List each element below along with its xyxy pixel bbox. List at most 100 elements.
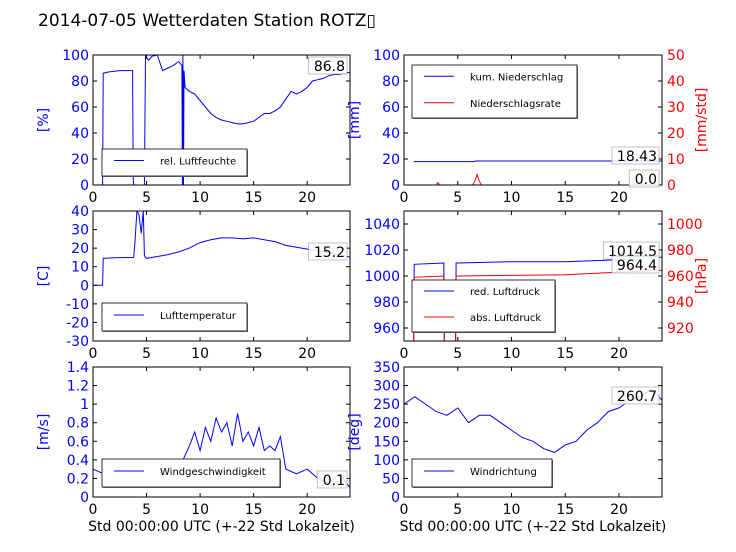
x-axis-label: Std 00:00:00 UTC (+-22 Std Lokalzeit) — [88, 519, 355, 535]
y-tick-label: 300 — [373, 379, 400, 395]
x-tick-label: 0 — [400, 346, 409, 362]
x-tick-label: 10 — [191, 346, 209, 362]
y-tick-label: 150 — [373, 434, 400, 450]
y-tick-right-label: 10 — [667, 152, 685, 168]
x-tick-label: 20 — [298, 346, 316, 362]
chart-precipitation: 0 5 10 15 20 0 20 40 60 80 100 0 10 20 30 40 50 [mm] [mm/s… — [347, 48, 710, 206]
readout-box — [628, 169, 660, 188]
x-tick-label: 5 — [142, 346, 151, 362]
y-tick-label: 30 — [71, 223, 89, 239]
chart-wind-speed: 0 5 10 15 2000.20.40.60.811.21.4[m/s]Windges… — [36, 360, 355, 535]
y-axis-label: [mm] — [347, 101, 363, 139]
y-tick-label: 80 — [382, 74, 400, 90]
y-tick-label: -20 — [66, 315, 89, 331]
readout-box — [316, 470, 348, 489]
legend-label: kum. Niederschlag — [470, 72, 563, 83]
y-axis-label: [m/s] — [36, 414, 52, 451]
y-tick-label: 960 — [373, 321, 400, 337]
x-tick-label: 15 — [556, 190, 574, 206]
plot-frame — [92, 54, 351, 186]
y-tick-label: 0.8 — [67, 416, 89, 432]
legend: red. Luftdruck abs. Luftdruck — [411, 279, 556, 333]
y-tick-label: 100 — [373, 48, 400, 64]
y-tick-label: 0.2 — [67, 471, 89, 487]
x-tick-label: 0 — [400, 190, 409, 206]
legend-label: rel. Luftfeuchte — [160, 157, 236, 168]
x-tick-label: 5 — [142, 502, 151, 518]
series-line-0 — [413, 160, 662, 163]
x-tick-label: 20 — [610, 190, 628, 206]
y-tick-label: 1 — [80, 397, 89, 413]
x-tick-label: 10 — [191, 502, 209, 518]
x-tick-label: 20 — [298, 190, 316, 206]
chart-pressure: 0 5 10 15 20 960 980 1000 1020 1040 920 940 960 980 10… — [364, 210, 710, 362]
y-tick-label: -10 — [66, 297, 89, 313]
x-tick-label: 0 — [400, 502, 409, 518]
legend-label: Windgeschwindigkeit — [160, 467, 266, 478]
y-axis-right-label: [mm/std] — [694, 88, 710, 153]
x-tick-label: 20 — [610, 346, 628, 362]
readout-value: 18.43 — [617, 149, 657, 165]
plot-frame — [92, 210, 351, 342]
x-tick-label: 10 — [503, 346, 521, 362]
y-tick-label: 0 — [80, 490, 89, 506]
x-tick-label: 0 — [89, 190, 98, 206]
legend: Windgeschwindigkeit — [101, 458, 281, 488]
legend: kum. Niederschlag Niederschlagsrate — [411, 64, 578, 119]
y-axis-label: [C] — [36, 266, 52, 287]
y-tick-label: 200 — [373, 416, 400, 432]
y-tick-label: 100 — [373, 453, 400, 469]
plot-frame — [403, 366, 663, 498]
readout-value: 15.2 — [314, 245, 345, 261]
legend-box — [411, 279, 556, 333]
y-axis-right-label: [hPa] — [694, 258, 710, 294]
chart-humidity: 0 5 10 15 20 0 20 40 60 80 100 [%] rel. Luftfeuchte 8… — [36, 48, 351, 206]
y-tick-label: 1040 — [364, 217, 400, 233]
y-tick-label: 40 — [71, 204, 89, 220]
y-tick-right-label: 940 — [667, 295, 694, 311]
figure-title: 2014-07-05 Wetterdaten Station ROTZ▯ — [38, 11, 376, 31]
y-tick-label: 1000 — [364, 269, 400, 285]
readout-value: 86.8 — [314, 59, 345, 75]
readout-value: 0.1 — [323, 473, 345, 489]
x-tick-label: 0 — [89, 346, 98, 362]
legend-box — [101, 148, 248, 177]
x-tick-label: 15 — [556, 346, 574, 362]
y-tick-label: 80 — [71, 74, 89, 90]
readout-value: 260.7 — [617, 389, 657, 405]
y-tick-label: 100 — [62, 48, 89, 64]
y-tick-right-label: 30 — [667, 100, 685, 116]
y-tick-label: 1.4 — [67, 360, 89, 376]
y-tick-right-label: 0 — [667, 178, 676, 194]
readout-value: 964.4 — [617, 258, 657, 274]
readout-box — [611, 146, 660, 165]
y-tick-right-label: 40 — [667, 74, 685, 90]
y-tick-label: 60 — [71, 100, 89, 116]
readout-value: 0.0 — [635, 172, 657, 188]
series-line-0 — [404, 388, 662, 453]
chart-temperature: 0 5 10 15 20 -30 -20 -10 0 10 20 30 40 [C] Lufttempera… — [36, 204, 351, 362]
x-tick-label: 5 — [453, 502, 462, 518]
y-tick-label: 250 — [373, 397, 400, 413]
legend: Windrichtung — [411, 458, 553, 488]
y-tick-label: 0 — [80, 178, 89, 194]
y-axis-label: [%] — [36, 108, 52, 132]
y-tick-label: 40 — [382, 126, 400, 142]
y-tick-label: 0 — [391, 490, 400, 506]
legend: rel. Luftfeuchte — [101, 148, 248, 177]
readout-box — [611, 255, 660, 274]
legend-label: abs. Luftdruck — [470, 313, 541, 324]
y-tick-label: 40 — [71, 126, 89, 142]
x-tick-label: 10 — [503, 190, 521, 206]
readout-box — [308, 242, 348, 261]
x-tick-label: 5 — [453, 346, 462, 362]
y-tick-label: 10 — [71, 260, 89, 276]
legend-label: red. Luftdruck — [470, 287, 540, 298]
legend-label: Windrichtung — [470, 467, 537, 478]
legend-label: Niederschlagsrate — [470, 99, 561, 110]
y-tick-label: 20 — [71, 241, 89, 257]
y-tick-right-label: 960 — [667, 269, 694, 285]
y-tick-label: 20 — [382, 152, 400, 168]
series-line-1 — [413, 173, 662, 185]
